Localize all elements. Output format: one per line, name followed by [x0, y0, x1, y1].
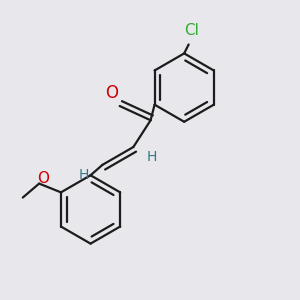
- Text: H: H: [147, 150, 157, 164]
- Text: Cl: Cl: [184, 23, 199, 38]
- Text: O: O: [105, 84, 118, 102]
- Text: O: O: [37, 171, 49, 186]
- Text: H: H: [79, 168, 89, 182]
